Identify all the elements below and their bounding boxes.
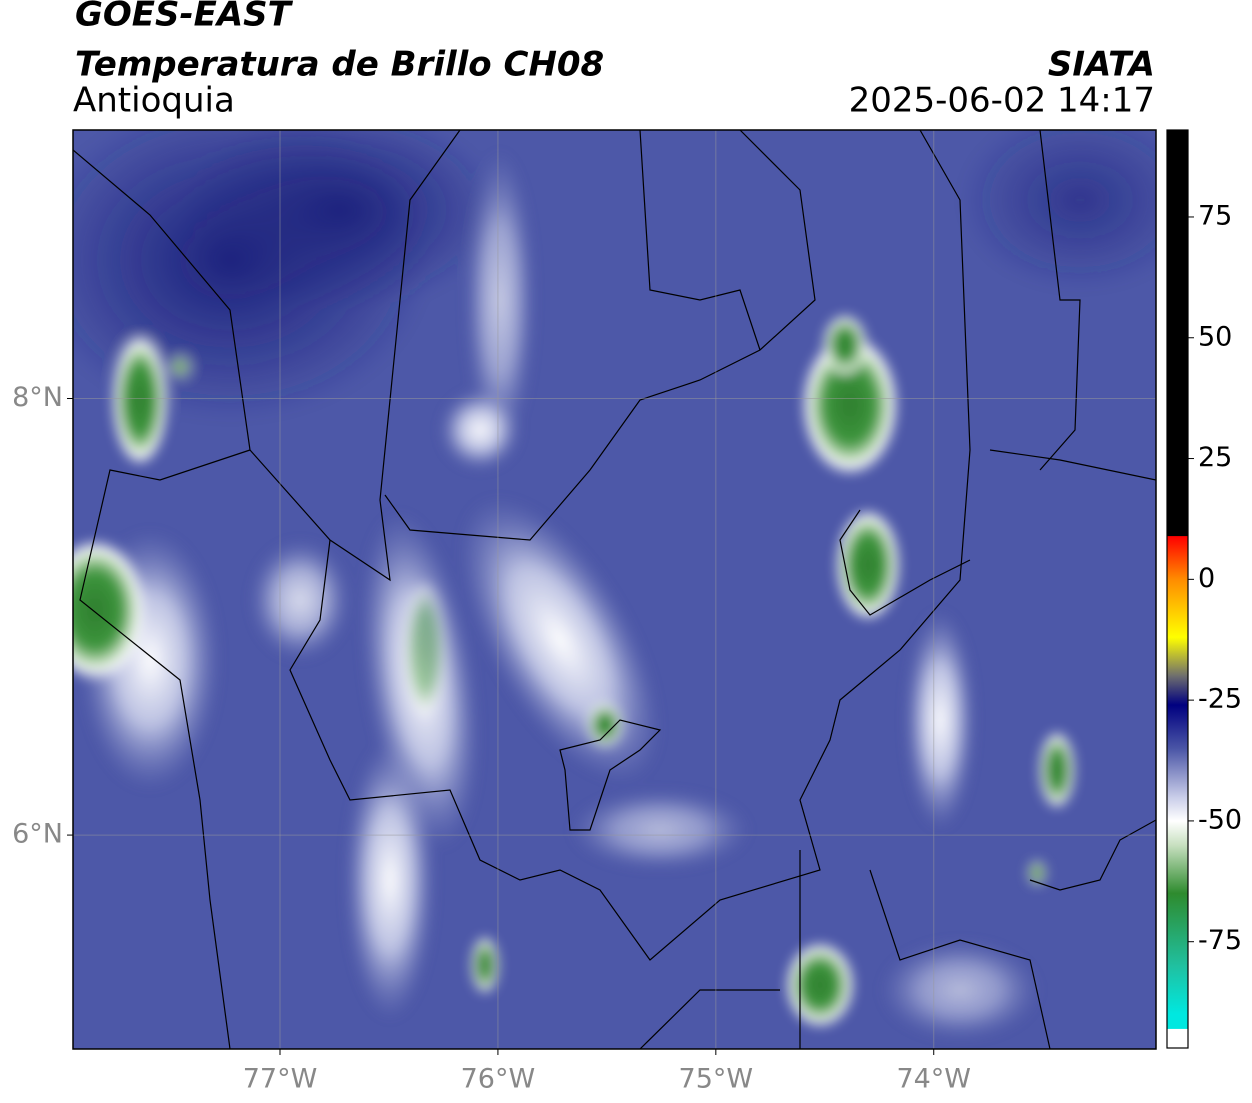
title: GOES-EAST: [75, 0, 294, 35]
y-tick-label: 8°N: [12, 382, 63, 413]
x-tick-label: 76°W: [461, 1064, 536, 1095]
colorbar-tick-label: -25: [1198, 684, 1242, 715]
colorbar: [1166, 129, 1189, 1049]
colorbar-tick-label: 0: [1198, 563, 1215, 594]
x-tick-label: 74°W: [896, 1064, 971, 1095]
region: Antioquia: [73, 81, 235, 121]
colorbar-tick-label: 75: [1198, 200, 1232, 231]
imagery: [73, 130, 1156, 1049]
map-frame: [72, 129, 1157, 1050]
subtitle: Temperatura de Brillo CH08: [75, 45, 604, 85]
x-tick-label: 75°W: [679, 1064, 754, 1095]
y-tick-label: 6°N: [12, 819, 63, 850]
colorbar-tick-label: 50: [1198, 321, 1232, 352]
x-tick-label: 77°W: [243, 1064, 318, 1095]
colorbar-tick-label: 25: [1198, 442, 1232, 473]
colorbar-tick-label: -50: [1198, 804, 1242, 835]
timestamp: 2025-06-02 14:17: [849, 81, 1155, 121]
source: SIATA: [1048, 45, 1155, 85]
colorbar-tick-label: -75: [1198, 925, 1242, 956]
